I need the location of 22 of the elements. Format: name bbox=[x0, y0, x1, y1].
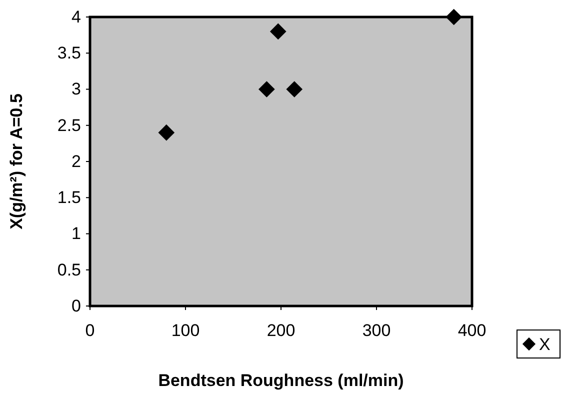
y-tick-label: 3.5 bbox=[57, 44, 81, 63]
x-tick-label: 400 bbox=[458, 321, 486, 340]
legend-label: X bbox=[539, 335, 550, 354]
x-axis-title: Bendtsen Roughness (ml/min) bbox=[158, 371, 404, 390]
point bbox=[446, 8, 462, 26]
point bbox=[270, 23, 286, 40]
y-tick-label: 1.5 bbox=[57, 188, 81, 208]
y-tick-label: 0.5 bbox=[57, 260, 81, 280]
y-tick-label: 2.5 bbox=[57, 116, 81, 135]
y-tick-label: 1 bbox=[72, 224, 81, 244]
x-tick-label: 300 bbox=[362, 321, 391, 340]
point bbox=[158, 124, 175, 141]
y-axis-title: X(g/m²) for A=0.5 bbox=[7, 94, 26, 230]
point bbox=[286, 81, 303, 98]
y-tick-label: 4 bbox=[72, 7, 81, 26]
y-tick-label: 3 bbox=[72, 80, 81, 99]
y-tick-label: 0 bbox=[72, 296, 81, 316]
y-tick-label: 2 bbox=[72, 152, 81, 171]
point bbox=[258, 81, 275, 98]
x-tick-label: 200 bbox=[266, 321, 296, 340]
x-tick-label: 100 bbox=[171, 321, 200, 340]
x-tick-label: 0 bbox=[85, 321, 95, 340]
